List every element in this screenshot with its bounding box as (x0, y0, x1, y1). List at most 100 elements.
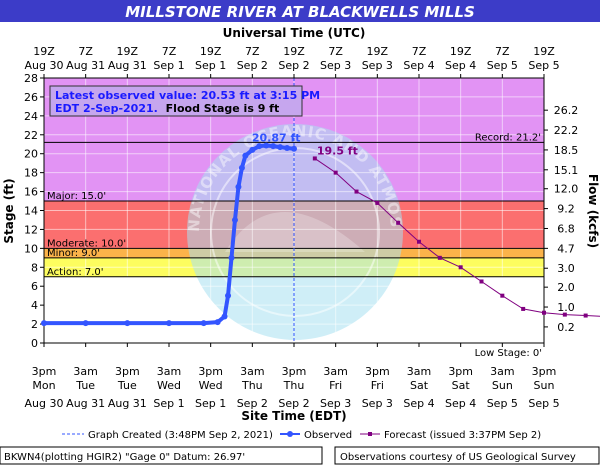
y2-tick-label-2: 2.0 (557, 281, 575, 294)
forecast-point-11 (542, 310, 546, 315)
top-tick-time-8: 19Z (367, 45, 389, 58)
y-tick-label-2: 4 (31, 299, 38, 312)
y-tick-label-10: 20 (24, 148, 38, 161)
x-tick-date-12: Sep 5 (528, 397, 559, 410)
y-tick-label-9: 18 (24, 167, 38, 180)
legend-observed: Observed (304, 430, 352, 441)
observed-point-11 (238, 164, 245, 171)
y-tick-label-11: 22 (24, 129, 38, 142)
low-stage-label: Low Stage: 0' (475, 348, 542, 359)
x-tick-time-3: 3am (157, 365, 181, 378)
top-tick-date-4: Sep 1 (195, 59, 226, 72)
observed-point-4 (200, 320, 207, 327)
x-tick-time-10: 3pm (448, 365, 473, 378)
x-tick-date-1: Aug 31 (66, 397, 105, 410)
x-tick-date-3: Sep 1 (153, 397, 184, 410)
observed-point-12 (242, 152, 249, 159)
top-tick-date-1: Aug 31 (66, 59, 105, 72)
top-axis-title: Universal Time (UTC) (223, 26, 366, 40)
y-tick-label-13: 26 (24, 91, 38, 104)
y-tick-label-7: 14 (24, 205, 38, 218)
observed-point-0 (41, 320, 47, 327)
y-tick-label-6: 12 (24, 223, 38, 236)
observed-point-15 (263, 142, 270, 149)
observed-point-13 (249, 146, 256, 153)
x-tick-time-2: 3pm (115, 365, 140, 378)
y2-tick-label-11: 26.2 (554, 104, 579, 117)
observed-point-14 (256, 143, 263, 150)
series: 20.87 ft 19.5 ft (41, 131, 600, 327)
chart-title: MILLSTONE RIVER AT BLACKWELLS MILLS (125, 3, 475, 21)
top-tick-time-2: 19Z (117, 45, 139, 58)
top-tick-date-9: Sep 4 (403, 59, 434, 72)
y2-tick-label-3: 3.0 (557, 262, 575, 275)
x-tick-day-8: Fri (371, 379, 384, 392)
latest-value-annotation: Latest observed value: 20.53 ft at 3:15 … (49, 85, 320, 117)
x-tick-day-0: Mon (32, 379, 55, 392)
x-tick-date-7: Sep 3 (320, 397, 351, 410)
top-tick-time-1: 7Z (78, 45, 93, 58)
x-tick-day-7: Fri (329, 379, 342, 392)
observed-point-1 (82, 320, 89, 327)
legend-observed-marker (287, 431, 293, 437)
top-tick-date-8: Sep 3 (362, 59, 393, 72)
forecast-point-9 (500, 293, 505, 298)
observed-point-8 (228, 254, 235, 261)
y-tick-label-0: 0 (31, 337, 38, 350)
x-tick-date-6: Sep 2 (278, 397, 309, 410)
footer-right-box (334, 446, 600, 465)
y2-tick-label-7: 12.0 (554, 183, 579, 196)
forecast-point-6 (437, 255, 442, 260)
forecast-point-10 (521, 306, 526, 311)
y2-axis-title: Flow (kcfs) (586, 174, 600, 248)
forecast-point-13 (583, 313, 588, 318)
x-tick-day-3: Wed (157, 379, 181, 392)
observed-point-16 (270, 143, 277, 150)
top-tick-date-5: Sep 2 (237, 59, 268, 72)
x-tick-date-5: Sep 2 (237, 397, 268, 410)
y2-tick-label-6: 9.2 (557, 203, 575, 216)
x-tick-day-4: Wed (199, 379, 223, 392)
y2-tick-label-1: 1.0 (557, 301, 575, 314)
y-tick-label-8: 16 (24, 186, 38, 199)
threshold-label-3: Minor: 9.0' (47, 248, 100, 259)
top-tick-time-7: 7Z (328, 45, 343, 58)
x-tick-time-9: 3am (407, 365, 431, 378)
y-tick-label-4: 8 (31, 261, 38, 274)
x-tick-day-2: Tue (117, 379, 137, 392)
observed-point-7 (225, 292, 232, 299)
y-tick-label-12: 24 (24, 110, 38, 123)
forecast-point-7 (458, 265, 463, 270)
observed-point-2 (124, 320, 131, 327)
top-tick-date-10: Sep 4 (445, 59, 476, 72)
annotation-line-1: Latest observed value: 20.53 ft at 3:15 … (55, 89, 320, 102)
x-tick-day-10: Sat (452, 379, 471, 392)
x-tick-time-7: 3am (323, 365, 347, 378)
forecast-peak-label: 19.5 ft (317, 144, 358, 157)
top-tick-date-2: Aug 31 (108, 59, 147, 72)
y2-tick-label-8: 15.1 (554, 164, 579, 177)
top-tick-time-12: 19Z (533, 45, 555, 58)
x-tick-day-5: Thu (241, 379, 263, 392)
title-bar (0, 0, 600, 22)
annotation-line-2a: EDT 2-Sep-2021. (55, 102, 158, 115)
y-axis-title: Stage (ft) (2, 178, 16, 243)
forecast-point-4 (396, 220, 401, 225)
top-tick-time-6: 19Z (283, 45, 305, 58)
forecast-point-3 (375, 200, 380, 205)
top-tick-date-11: Sep 5 (487, 59, 518, 72)
forecast-point-5 (417, 239, 421, 244)
x-tick-time-0: 3pm (32, 365, 57, 378)
top-tick-time-11: 7Z (495, 45, 510, 58)
x-tick-time-8: 3pm (365, 365, 390, 378)
forecast-point-12 (562, 312, 567, 317)
y-tick-label-14: 28 (24, 72, 38, 85)
observed-point-10 (235, 183, 242, 190)
top-tick-time-5: 7Z (245, 45, 260, 58)
y2-tick-label-9: 18.5 (554, 144, 579, 157)
top-tick-time-3: 7Z (162, 45, 177, 58)
y-tick-label-3: 6 (31, 280, 38, 293)
top-tick-time-9: 7Z (412, 45, 427, 58)
x-tick-time-1: 3am (73, 365, 97, 378)
top-tick-date-0: Aug 30 (25, 59, 64, 72)
